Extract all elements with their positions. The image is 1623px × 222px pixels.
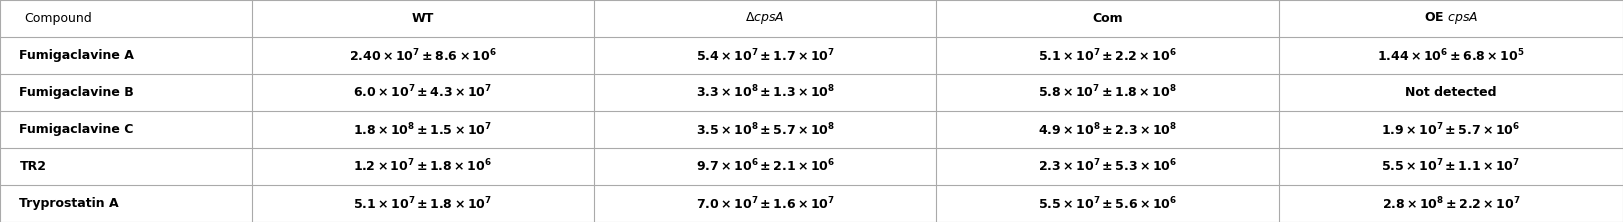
Text: $\mathbf{5.1 \times 10^{7} \pm 2.2 \times 10^{6}}$: $\mathbf{5.1 \times 10^{7} \pm 2.2 \time…	[1039, 47, 1177, 64]
Text: $\mathbf{5.4 \times 10^{7} \pm 1.7 \times 10^{7}}$: $\mathbf{5.4 \times 10^{7} \pm 1.7 \time…	[696, 47, 834, 64]
Text: $\mathbf{6.0 \times 10^{7} \pm 4.3 \times 10^{7}}$: $\mathbf{6.0 \times 10^{7} \pm 4.3 \time…	[354, 84, 492, 101]
Text: Fumigaclavine A: Fumigaclavine A	[19, 49, 135, 62]
Text: $\Delta$$\it{cpsA}$: $\Delta$$\it{cpsA}$	[745, 10, 786, 26]
Text: $\mathbf{5.1 \times 10^{7} \pm 1.8 \times 10^{7}}$: $\mathbf{5.1 \times 10^{7} \pm 1.8 \time…	[354, 195, 492, 212]
Text: $\mathbf{5.5 \times 10^{7} \pm 1.1 \times 10^{7}}$: $\mathbf{5.5 \times 10^{7} \pm 1.1 \time…	[1381, 158, 1521, 175]
Text: $\mathbf{1.44 \times 10^{6} \pm 6.8 \times 10^{5}}$: $\mathbf{1.44 \times 10^{6} \pm 6.8 \tim…	[1378, 47, 1524, 64]
Text: $\mathbf{7.0 \times 10^{7} \pm 1.6 \times 10^{7}}$: $\mathbf{7.0 \times 10^{7} \pm 1.6 \time…	[696, 195, 834, 212]
Text: $\mathbf{2.40 \times 10^{7} \pm 8.6 \times 10^{6}}$: $\mathbf{2.40 \times 10^{7} \pm 8.6 \tim…	[349, 47, 497, 64]
Text: $\mathbf{1.8 \times 10^{8} \pm 1.5 \times 10^{7}}$: $\mathbf{1.8 \times 10^{8} \pm 1.5 \time…	[354, 121, 492, 138]
Text: $\mathbf{2.3 \times 10^{7} \pm 5.3 \times 10^{6}}$: $\mathbf{2.3 \times 10^{7} \pm 5.3 \time…	[1039, 158, 1177, 175]
Text: Not detected: Not detected	[1406, 86, 1496, 99]
Text: Com: Com	[1092, 12, 1123, 25]
Text: OE $\it{cpsA}$: OE $\it{cpsA}$	[1423, 10, 1479, 26]
Text: $\mathbf{3.5 \times 10^{8} \pm 5.7 \times 10^{8}}$: $\mathbf{3.5 \times 10^{8} \pm 5.7 \time…	[696, 121, 834, 138]
Text: $\mathbf{2.8 \times 10^{8} \pm 2.2 \times 10^{7}}$: $\mathbf{2.8 \times 10^{8} \pm 2.2 \time…	[1381, 195, 1521, 212]
Text: Fumigaclavine C: Fumigaclavine C	[19, 123, 133, 136]
Text: Tryprostatin A: Tryprostatin A	[19, 197, 118, 210]
Text: WT: WT	[412, 12, 433, 25]
Text: TR2: TR2	[19, 160, 47, 173]
Text: $\mathbf{4.9 \times 10^{8} \pm 2.3 \times 10^{8}}$: $\mathbf{4.9 \times 10^{8} \pm 2.3 \time…	[1039, 121, 1177, 138]
Text: $\mathbf{5.5 \times 10^{7} \pm 5.6 \times 10^{6}}$: $\mathbf{5.5 \times 10^{7} \pm 5.6 \time…	[1039, 195, 1177, 212]
Text: $\mathbf{3.3 \times 10^{8} \pm 1.3 \times 10^{8}}$: $\mathbf{3.3 \times 10^{8} \pm 1.3 \time…	[696, 84, 834, 101]
Text: $\mathbf{9.7 \times 10^{6} \pm 2.1 \times 10^{6}}$: $\mathbf{9.7 \times 10^{6} \pm 2.1 \time…	[696, 158, 834, 175]
Text: $\mathbf{1.2 \times 10^{7} \pm 1.8 \times 10^{6}}$: $\mathbf{1.2 \times 10^{7} \pm 1.8 \time…	[354, 158, 492, 175]
Text: Fumigaclavine B: Fumigaclavine B	[19, 86, 135, 99]
Text: $\mathbf{1.9 \times 10^{7} \pm 5.7 \times 10^{6}}$: $\mathbf{1.9 \times 10^{7} \pm 5.7 \time…	[1381, 121, 1521, 138]
Text: $\mathbf{5.8 \times 10^{7} \pm 1.8 \times 10^{8}}$: $\mathbf{5.8 \times 10^{7} \pm 1.8 \time…	[1039, 84, 1177, 101]
Text: Compound: Compound	[24, 12, 93, 25]
